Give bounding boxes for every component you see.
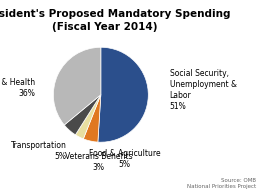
Wedge shape: [98, 47, 148, 142]
Text: Source: OMB
National Priorities Project: Source: OMB National Priorities Project: [187, 178, 256, 189]
Wedge shape: [75, 95, 101, 139]
Wedge shape: [83, 95, 101, 142]
Text: Food & Agriculture
5%: Food & Agriculture 5%: [89, 149, 160, 169]
Text: Social Security,
Unemployment &
Labor
51%: Social Security, Unemployment & Labor 51…: [170, 69, 237, 111]
Wedge shape: [64, 95, 101, 135]
Text: Veterans Benefits
3%: Veterans Benefits 3%: [65, 152, 132, 172]
Text: Medicare & Health
36%: Medicare & Health 36%: [0, 78, 35, 98]
Text: Transportation
5%: Transportation 5%: [11, 141, 67, 161]
Title: President's Proposed Mandatory Spending
(Fiscal Year 2014): President's Proposed Mandatory Spending …: [0, 9, 230, 32]
Wedge shape: [54, 47, 101, 125]
